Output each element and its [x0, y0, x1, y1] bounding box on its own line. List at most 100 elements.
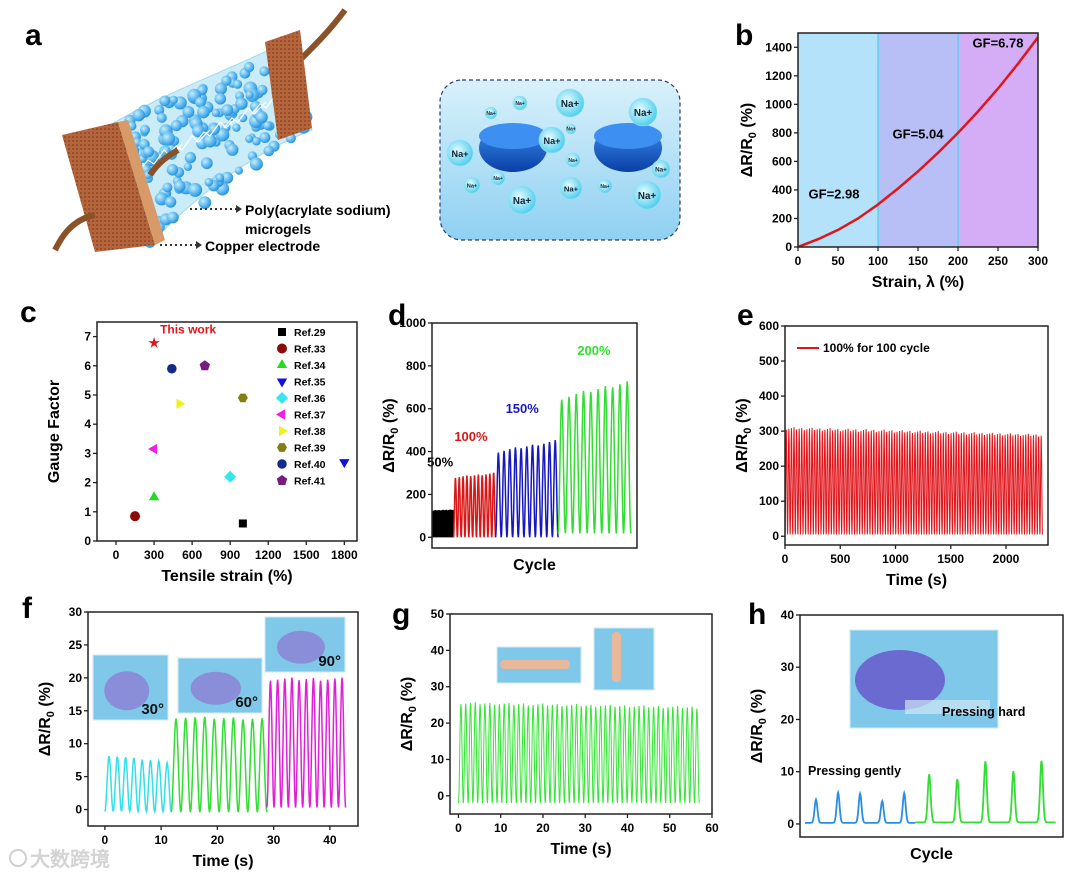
chart-g: 0 10 20 30 40 50 60 0 10 20 30 40 50 Time (s) ΔR/R0 (%…	[399, 607, 719, 858]
y-tick-label: 50	[431, 607, 445, 621]
x-tick-label: 0	[455, 821, 462, 835]
x-tick-label: 0	[113, 548, 120, 562]
legend-label: Ref.29	[294, 327, 326, 339]
y-tick-label: 400	[772, 183, 792, 197]
microgel-sphere	[245, 90, 254, 99]
microgel-sphere	[143, 146, 154, 158]
x-tick-label: 200	[948, 254, 968, 268]
panel-letter-f: f	[22, 592, 33, 625]
legend-marker-Ref.39	[277, 443, 287, 452]
y-tick-label: 300	[759, 424, 779, 438]
ion-label: Na+	[564, 184, 579, 193]
ion-label: Na+	[513, 196, 532, 207]
microgel-sphere	[192, 124, 205, 138]
sodium-ion: Na+	[555, 88, 585, 118]
x-axis-label: Time (s)	[192, 853, 253, 870]
pulse-series-0	[805, 789, 916, 824]
x-tick-label: 300	[144, 548, 164, 562]
microgel-sphere	[221, 171, 234, 184]
x-tick-label: 1800	[331, 548, 358, 562]
panel-a-illustration: Poly(acrylate sodium) microgels Copper e…	[52, 8, 681, 254]
panel-letter-c: c	[20, 296, 37, 329]
y-tick-label: 0	[772, 529, 779, 543]
series-line-50%	[432, 509, 455, 538]
y-tick-label: 20	[69, 671, 83, 685]
y-tick-label: 0	[785, 240, 792, 254]
axes-frame	[449, 613, 713, 815]
microgel-sphere	[221, 104, 234, 116]
y-tick-label: 1400	[765, 40, 792, 54]
y-tick-label: 200	[772, 211, 792, 225]
x-tick-label: 300	[1028, 254, 1048, 268]
scatter-point-Ref.33	[130, 511, 141, 522]
microgel-sphere	[182, 105, 195, 118]
microgel-sphere	[197, 105, 210, 119]
gauge-factor-label: GF=2.98	[809, 186, 860, 201]
legend-label: Ref.38	[294, 426, 326, 438]
ion-label: Na+	[486, 111, 495, 117]
sodium-ion: Na+	[559, 176, 583, 200]
x-tick-label: 20	[211, 833, 225, 847]
microgel-sphere	[169, 95, 178, 105]
panel-letter-h: h	[748, 598, 766, 631]
x-tick-label: 60	[705, 821, 719, 835]
sodium-ion: Na+	[565, 123, 577, 135]
y-tick-label: 1200	[765, 69, 792, 83]
legend-marker-Ref.34	[276, 359, 288, 368]
series-line-response	[798, 36, 1038, 247]
y-tick-label: 200	[759, 459, 779, 473]
legend-label: 100% for 100 cycle	[823, 341, 930, 355]
y-tick-label: 0	[84, 534, 91, 548]
y-tick-label: 1000	[399, 316, 426, 330]
copper-electrode-left	[62, 122, 155, 252]
y-tick-label: 30	[781, 660, 795, 674]
y-tick-label: 3	[84, 446, 91, 460]
microgel-sphere	[162, 146, 171, 155]
y-tick-label: 5	[84, 388, 91, 402]
angle-label: 30°	[141, 701, 164, 718]
microgel-sphere	[214, 82, 227, 95]
region-band	[958, 33, 1038, 247]
sodium-ions: Na+ Na+ Na+ Na+ Na+ Na+ Na+ Na+ Na+ Na+ Na+ Na+ Na+ N…	[446, 88, 671, 215]
scatter-point-Ref.37	[148, 443, 158, 455]
y-tick-label: 200	[406, 487, 426, 501]
legend-marker-Ref.40	[276, 458, 288, 470]
microgel-disc-top	[594, 123, 662, 149]
sensor-strip	[905, 700, 990, 714]
panel-letter-d: d	[388, 299, 406, 332]
gloved-hand	[190, 671, 241, 705]
segment-label: 200%	[577, 343, 611, 358]
gauge-factor-label: GF=5.04	[893, 127, 945, 142]
x-tick-label: 1000	[882, 552, 909, 566]
y-tick-label: 30	[69, 605, 83, 619]
y-tick-label: 40	[781, 608, 795, 622]
microgel-sphere	[221, 75, 232, 86]
gauge-factor-label: GF=6.78	[973, 35, 1024, 50]
label-copper-electrode: Copper electrode	[205, 238, 320, 254]
scatter-point-Ref.40	[166, 363, 178, 374]
microgel-sphere	[233, 79, 243, 89]
microgel-sphere	[243, 61, 255, 73]
ion-label: Na+	[493, 176, 502, 182]
watermark-logo-icon	[9, 849, 27, 867]
pulse-group-label: Pressing hard	[942, 705, 1025, 719]
label-microgels-line1: Poly(acrylate sodium)	[245, 202, 391, 218]
scatter-point-Ref.36	[224, 470, 237, 483]
microgel-sphere	[211, 108, 220, 117]
y-tick-label: 20	[431, 716, 445, 730]
wire-right	[297, 8, 348, 63]
sodium-ion: Na+	[446, 139, 474, 167]
microgel-sphere	[188, 182, 203, 197]
y-tick-label: 7	[84, 330, 91, 344]
microgel-sphere	[200, 157, 213, 170]
microgel-sphere	[154, 104, 165, 116]
segment-label: 100%	[454, 429, 488, 444]
microgel-sphere	[238, 113, 248, 123]
annotation-this-work: This work	[160, 323, 216, 337]
plot-area	[130, 337, 350, 528]
plot-area	[805, 760, 1056, 824]
scatter-point-Ref.35	[339, 459, 350, 469]
x-tick-label: 30	[267, 833, 281, 847]
